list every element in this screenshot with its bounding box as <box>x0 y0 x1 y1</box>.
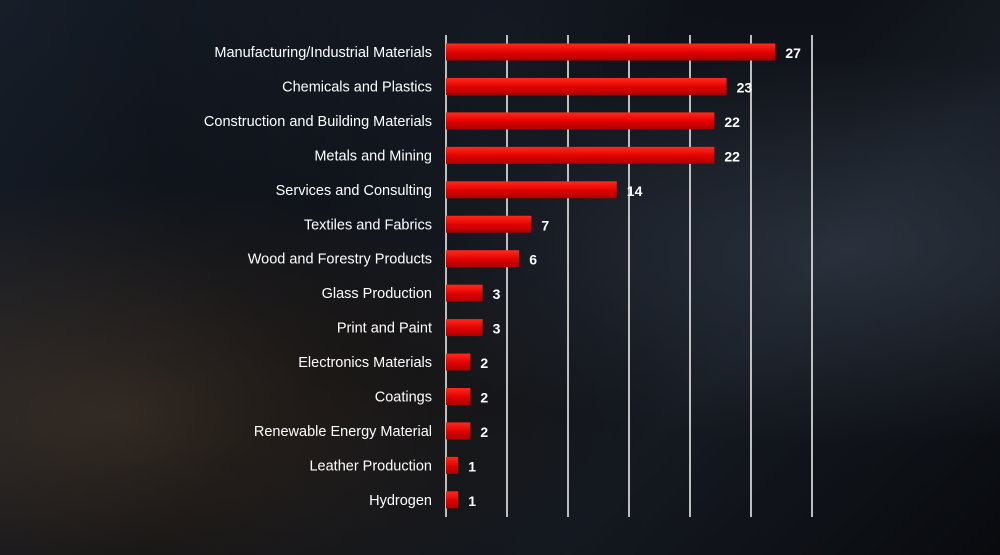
category-label-9: Print and Paint <box>337 321 432 337</box>
bar-4 <box>446 146 715 164</box>
value-label-2: 23 <box>737 79 753 95</box>
category-label-10: Electronics Materials <box>298 355 432 371</box>
value-label-9: 3 <box>493 321 501 337</box>
value-label-6: 7 <box>541 217 549 233</box>
category-label-14: Hydrogen <box>369 493 432 509</box>
value-label-12: 2 <box>480 424 488 440</box>
value-label-11: 2 <box>480 390 488 406</box>
category-label-3: Construction and Building Materials <box>204 114 432 130</box>
bar-8 <box>446 284 483 302</box>
bar-14 <box>446 491 459 509</box>
category-label-4: Metals and Mining <box>314 148 432 164</box>
bar-11 <box>446 388 471 405</box>
category-label-2: Chemicals and Plastics <box>282 79 432 95</box>
category-label-8: Glass Production <box>322 286 432 302</box>
value-label-7: 6 <box>529 252 537 268</box>
category-label-11: Coatings <box>375 390 432 406</box>
bar-3 <box>446 112 715 130</box>
value-label-4: 22 <box>724 148 740 164</box>
bar-1 <box>446 43 776 61</box>
bar-7 <box>446 250 520 268</box>
bars <box>446 43 776 509</box>
category-label-13: Leather Production <box>309 458 432 474</box>
bar-12 <box>446 422 471 440</box>
category-label-7: Wood and Forestry Products <box>248 252 432 268</box>
value-label-1: 27 <box>785 45 801 61</box>
value-label-13: 1 <box>468 458 476 474</box>
category-label-6: Textiles and Fabrics <box>304 217 432 233</box>
bar-5 <box>446 181 617 199</box>
bar-2 <box>446 77 727 95</box>
bar-13 <box>446 456 459 474</box>
value-label-8: 3 <box>493 286 501 302</box>
bar-10 <box>446 353 471 371</box>
bar-9 <box>446 319 483 337</box>
value-label-3: 22 <box>724 114 740 130</box>
bar-6 <box>446 215 532 233</box>
category-labels: Manufacturing/Industrial Materials Chemic… <box>204 45 432 509</box>
value-label-5: 14 <box>627 183 643 199</box>
category-label-1: Manufacturing/Industrial Materials <box>214 45 432 61</box>
category-label-12: Renewable Energy Material <box>254 424 432 440</box>
category-label-5: Services and Consulting <box>276 183 432 199</box>
value-label-14: 1 <box>468 493 476 509</box>
gridlines <box>445 35 813 517</box>
value-label-10: 2 <box>480 355 488 371</box>
